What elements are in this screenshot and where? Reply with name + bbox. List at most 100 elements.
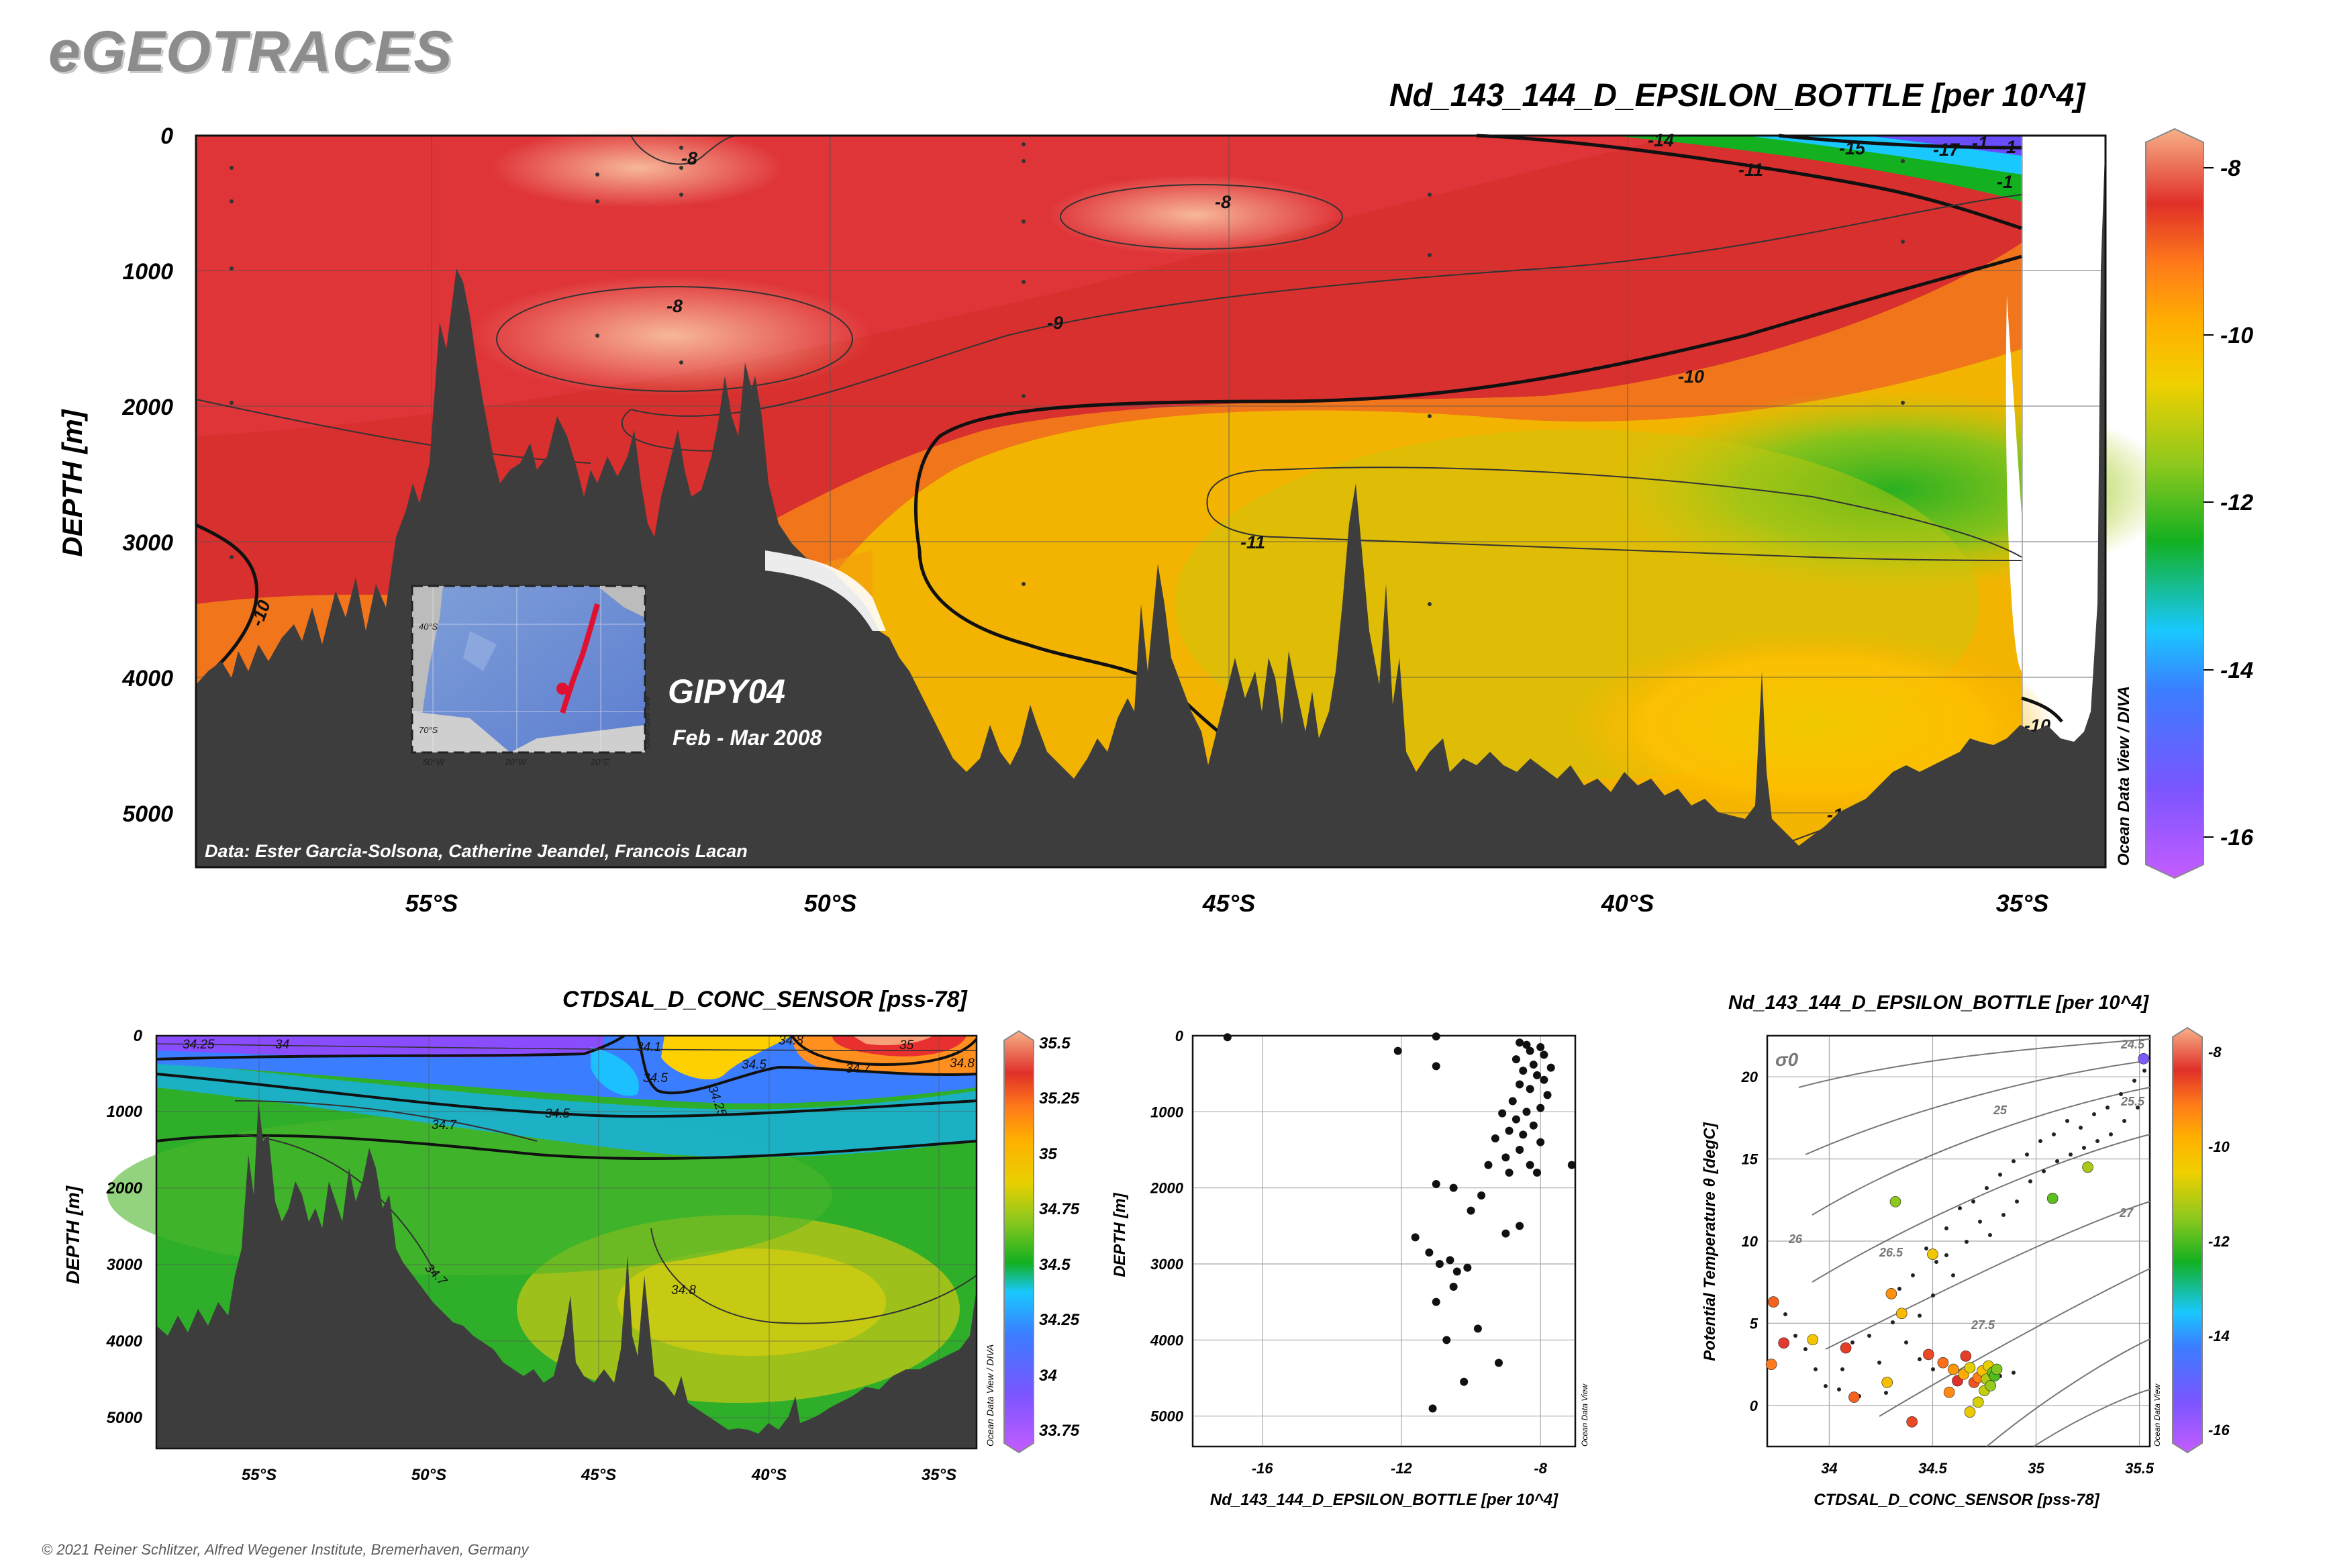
svg-text:35.5: 35.5 xyxy=(1039,1034,1071,1052)
profile-x-tick: -12 xyxy=(1391,1460,1413,1477)
svg-text:3000: 3000 xyxy=(107,1256,143,1274)
svg-text:20°E: 20°E xyxy=(590,757,610,767)
profile-point xyxy=(1435,1260,1444,1268)
profile-point xyxy=(1432,1297,1440,1306)
svg-text:34.75: 34.75 xyxy=(1039,1200,1080,1218)
profile-y-tick: 3000 xyxy=(1150,1256,1184,1273)
svg-text:34.5: 34.5 xyxy=(1039,1256,1071,1274)
ts-x-tick: 35.5 xyxy=(2125,1460,2155,1477)
salinity-contours xyxy=(156,1034,978,1324)
profile-point xyxy=(1393,1046,1402,1055)
profile-point xyxy=(1512,1055,1520,1064)
svg-text:-16: -16 xyxy=(2220,825,2254,850)
svg-text:34.8: 34.8 xyxy=(779,1034,803,1048)
ts-colored-point xyxy=(1807,1334,1819,1346)
profile-point xyxy=(1449,1283,1458,1291)
profile-point xyxy=(1536,1043,1545,1051)
ts-plot-title: Nd_143_144_D_EPSILON_BOTTLE [per 10^4] xyxy=(1728,992,2149,1014)
profile-point xyxy=(1425,1248,1434,1257)
profile-point xyxy=(1526,1161,1534,1169)
main-odv-watermark: Ocean Data View / DIVA xyxy=(2115,686,2133,866)
main-colorbar: -8 -10 -12 -14 -16 xyxy=(2145,128,2254,879)
ts-colored-point xyxy=(1840,1342,1852,1354)
inset-map: 40°S 70°S 60°W 20°W 20°E Ocean Data View xyxy=(411,585,652,767)
profile-point xyxy=(1519,1130,1528,1139)
station-dots xyxy=(230,142,1905,606)
svg-text:35: 35 xyxy=(1039,1145,1057,1163)
profile-point xyxy=(1540,1050,1548,1059)
svg-text:34.7: 34.7 xyxy=(432,1118,457,1132)
ts-y-tick: 5 xyxy=(1750,1315,1759,1332)
ts-y-tick: 10 xyxy=(1742,1233,1759,1250)
profile-point xyxy=(1428,1404,1437,1413)
profile-point xyxy=(1526,1085,1534,1093)
svg-text:26: 26 xyxy=(1788,1232,1803,1246)
profile-point xyxy=(1516,1222,1524,1230)
profile-point xyxy=(1452,1267,1461,1276)
svg-text:34.5: 34.5 xyxy=(742,1058,766,1072)
svg-text:34: 34 xyxy=(1039,1367,1057,1385)
profile-point xyxy=(1546,1063,1555,1072)
profile-point xyxy=(1449,1183,1458,1192)
svg-text:-9: -9 xyxy=(1047,313,1063,333)
profile-point xyxy=(1411,1233,1420,1242)
ts-x-tick: 35 xyxy=(2028,1460,2044,1477)
svg-text:25: 25 xyxy=(1993,1104,2008,1117)
profile-point xyxy=(1533,1169,1541,1177)
salinity-contour-labels: 34.25 34 34.1 34.5 34.25 34.5 34.8 35 34… xyxy=(183,1034,975,1297)
svg-text:σ0: σ0 xyxy=(1775,1049,1799,1070)
ts-colored-point xyxy=(1960,1351,1972,1362)
ts-y-axis-label: Potential Temperature θ [degC] xyxy=(1701,1122,1719,1361)
salinity-odv-watermark: Ocean Data View / DIVA xyxy=(985,1344,995,1447)
svg-text:-16: -16 xyxy=(2208,1422,2230,1438)
svg-text:4000: 4000 xyxy=(121,666,173,691)
data-credit: Data: Ester Garcia-Solsona, Catherine Je… xyxy=(205,841,748,861)
svg-text:0: 0 xyxy=(160,124,173,149)
svg-text:1000: 1000 xyxy=(107,1103,143,1121)
profile-y-tick: 0 xyxy=(1175,1028,1184,1044)
svg-text:-12: -12 xyxy=(2220,490,2253,516)
profile-point xyxy=(1505,1126,1514,1135)
ts-colored-point xyxy=(1964,1362,1976,1373)
ts-x-tick: 34 xyxy=(1821,1460,1837,1477)
salinity-y-ticks: 0 1000 2000 3000 4000 5000 xyxy=(106,1027,143,1427)
ts-colored-point xyxy=(1943,1386,1955,1398)
svg-text:-8: -8 xyxy=(1215,192,1231,212)
profile-point xyxy=(1498,1109,1507,1118)
svg-text:50°S: 50°S xyxy=(411,1466,446,1484)
profile-y-tick: 2000 xyxy=(1150,1180,1184,1197)
svg-text:35°S: 35°S xyxy=(922,1466,956,1484)
svg-text:27: 27 xyxy=(2119,1206,2134,1220)
svg-text:34.25: 34.25 xyxy=(1039,1311,1080,1329)
profile-point xyxy=(1522,1040,1531,1049)
salinity-section-title: CTDSAL_D_CONC_SENSOR [pss-78] xyxy=(562,987,967,1012)
svg-text:-14: -14 xyxy=(2208,1328,2230,1344)
salinity-bathymetry xyxy=(156,1101,977,1449)
ts-x-axis-label: CTDSAL_D_CONC_SENSOR [pss-78] xyxy=(1814,1491,2099,1509)
profile-point xyxy=(1501,1153,1510,1162)
ts-colored-point xyxy=(1985,1380,1997,1391)
ts-colored-point xyxy=(1906,1416,1918,1428)
svg-text:-10: -10 xyxy=(1678,366,1704,387)
profile-point xyxy=(1519,1067,1528,1075)
profile-y-tick: 1000 xyxy=(1150,1104,1184,1120)
svg-text:-17: -17 xyxy=(1933,140,1961,160)
main-y-axis-label: DEPTH [m] xyxy=(56,408,88,556)
svg-text:-14: -14 xyxy=(1648,130,1674,150)
salinity-section-plot: 34.25 34 34.1 34.5 34.25 34.5 34.8 35 34… xyxy=(62,1027,1080,1484)
svg-text:-11: -11 xyxy=(1240,532,1265,552)
svg-text:33.75: 33.75 xyxy=(1039,1422,1080,1440)
profile-point xyxy=(1533,1071,1541,1079)
svg-text:34.1: 34.1 xyxy=(636,1040,661,1055)
svg-text:55°S: 55°S xyxy=(242,1466,277,1484)
profile-point xyxy=(1540,1075,1548,1084)
svg-text:34.8: 34.8 xyxy=(950,1057,975,1071)
ts-odv-watermark: Ocean Data View xyxy=(2152,1383,2162,1447)
svg-text:2000: 2000 xyxy=(121,395,173,420)
profile-x-axis-label: Nd_143_144_D_EPSILON_BOTTLE [per 10^4] xyxy=(1210,1491,1558,1509)
main-y-ticks: 0 1000 2000 3000 4000 5000 xyxy=(121,124,173,827)
profile-point xyxy=(1463,1263,1472,1272)
ts-colorbar: -8 -10 -12 -14 -16 xyxy=(2172,1026,2230,1454)
ts-colored-point xyxy=(1889,1195,1901,1208)
main-bathymetry xyxy=(196,136,2106,867)
